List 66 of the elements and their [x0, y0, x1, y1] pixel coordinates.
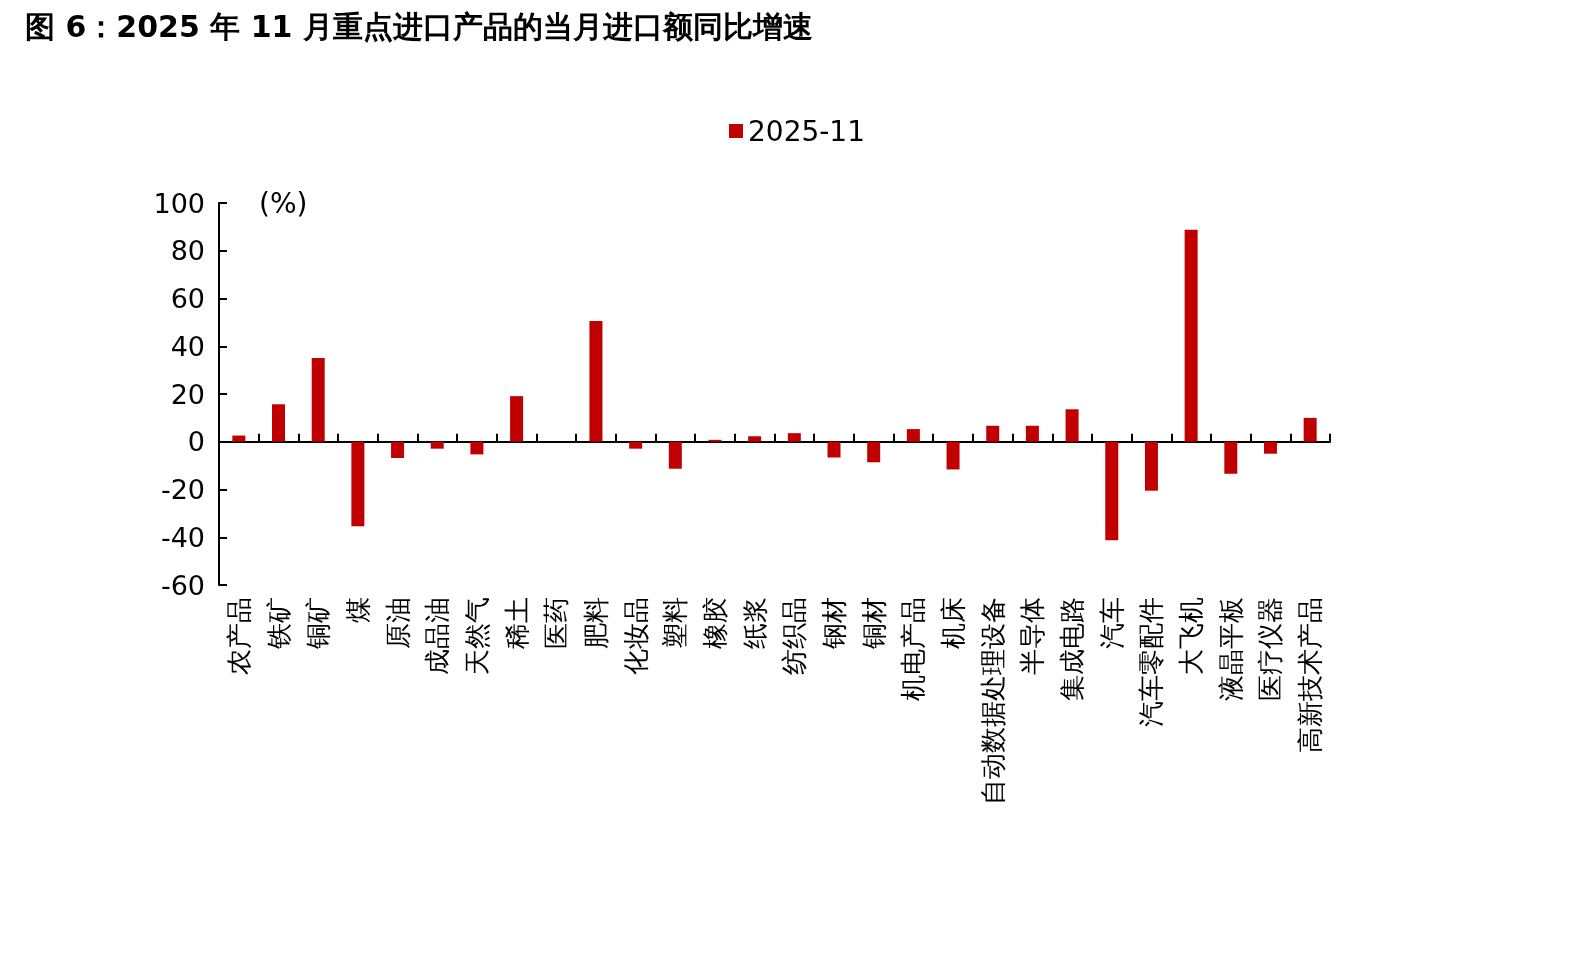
bar	[589, 320, 603, 442]
bar	[827, 441, 841, 458]
bar	[748, 436, 762, 442]
x-tick-label: 塑料	[660, 597, 691, 649]
x-tick-label: 原油	[382, 597, 413, 649]
x-tick-label: 铜矿	[303, 597, 334, 650]
x-tick-label: 机床	[938, 597, 969, 649]
bar	[1263, 441, 1277, 454]
x-tick-label: 成品油	[422, 597, 453, 675]
x-tick-label: 机电产品	[898, 597, 929, 701]
y-tick-label: 0	[187, 426, 205, 458]
bar	[986, 425, 1000, 442]
x-tick-label: 自动数据处理设备	[977, 597, 1008, 805]
bar	[1144, 441, 1158, 491]
x-tick-label: 汽车	[1096, 597, 1127, 649]
x-tick-label: 煤	[342, 597, 373, 623]
x-tick-label: 高新技术产品	[1295, 597, 1326, 753]
x-tick-label: 集成电路	[1057, 597, 1088, 701]
bar	[351, 441, 365, 527]
x-tick-label: 稀土	[501, 597, 532, 649]
x-tick-label: 汽车零配件	[1136, 597, 1167, 727]
x-tick-label: 半导体	[1017, 597, 1048, 675]
x-tick-label: 纸浆	[739, 597, 770, 649]
x-tick-label: 肥料	[580, 597, 611, 649]
bar	[232, 435, 246, 442]
chart-title: 图 6：2025 年 11 月重点进口产品的当月进口额同比增速	[25, 8, 813, 44]
bar	[787, 433, 801, 442]
x-tick-label: 铁矿	[263, 597, 294, 650]
bar	[906, 429, 920, 442]
y-axis-title: (%)	[259, 186, 308, 220]
bar	[1105, 441, 1119, 541]
bar	[430, 441, 444, 449]
bar	[668, 441, 682, 469]
x-tick-label: 医药	[541, 597, 572, 649]
y-tick-label: -20	[160, 474, 205, 505]
bar	[311, 357, 325, 442]
y-tick-label: 60	[170, 283, 205, 314]
bar	[1184, 229, 1198, 442]
x-tick-label: 医疗仪器	[1255, 597, 1286, 701]
bar	[272, 404, 286, 442]
y-tick-label: -40	[160, 521, 205, 553]
y-tick-label: 20	[170, 378, 205, 410]
bar	[470, 441, 484, 455]
bar	[867, 441, 881, 463]
x-tick-label: 纺织品	[779, 597, 810, 675]
y-tick-label: 80	[170, 235, 205, 267]
x-tick-label: 铜材	[858, 597, 889, 650]
y-tick-label: 100	[153, 187, 205, 219]
legend-label: 2025-11	[748, 114, 865, 148]
y-tick-label: -60	[160, 569, 205, 601]
bar	[1303, 417, 1317, 442]
bar	[1025, 425, 1039, 442]
bar	[1065, 409, 1079, 442]
bar	[391, 441, 405, 458]
x-tick-label: 大飞机	[1176, 597, 1207, 675]
x-tick-label: 液晶平板	[1215, 597, 1246, 701]
x-tick-label: 农产品	[223, 597, 254, 675]
bar	[1224, 441, 1238, 474]
bar	[629, 441, 643, 449]
x-tick-label: 钢材	[819, 597, 850, 650]
bar	[946, 441, 960, 470]
x-tick-label: 化妆品	[620, 597, 651, 675]
bar	[510, 396, 524, 442]
x-tick-label: 橡胶	[699, 597, 730, 649]
x-tick-label: 天然气	[461, 597, 492, 675]
y-tick-label: 40	[170, 330, 205, 362]
